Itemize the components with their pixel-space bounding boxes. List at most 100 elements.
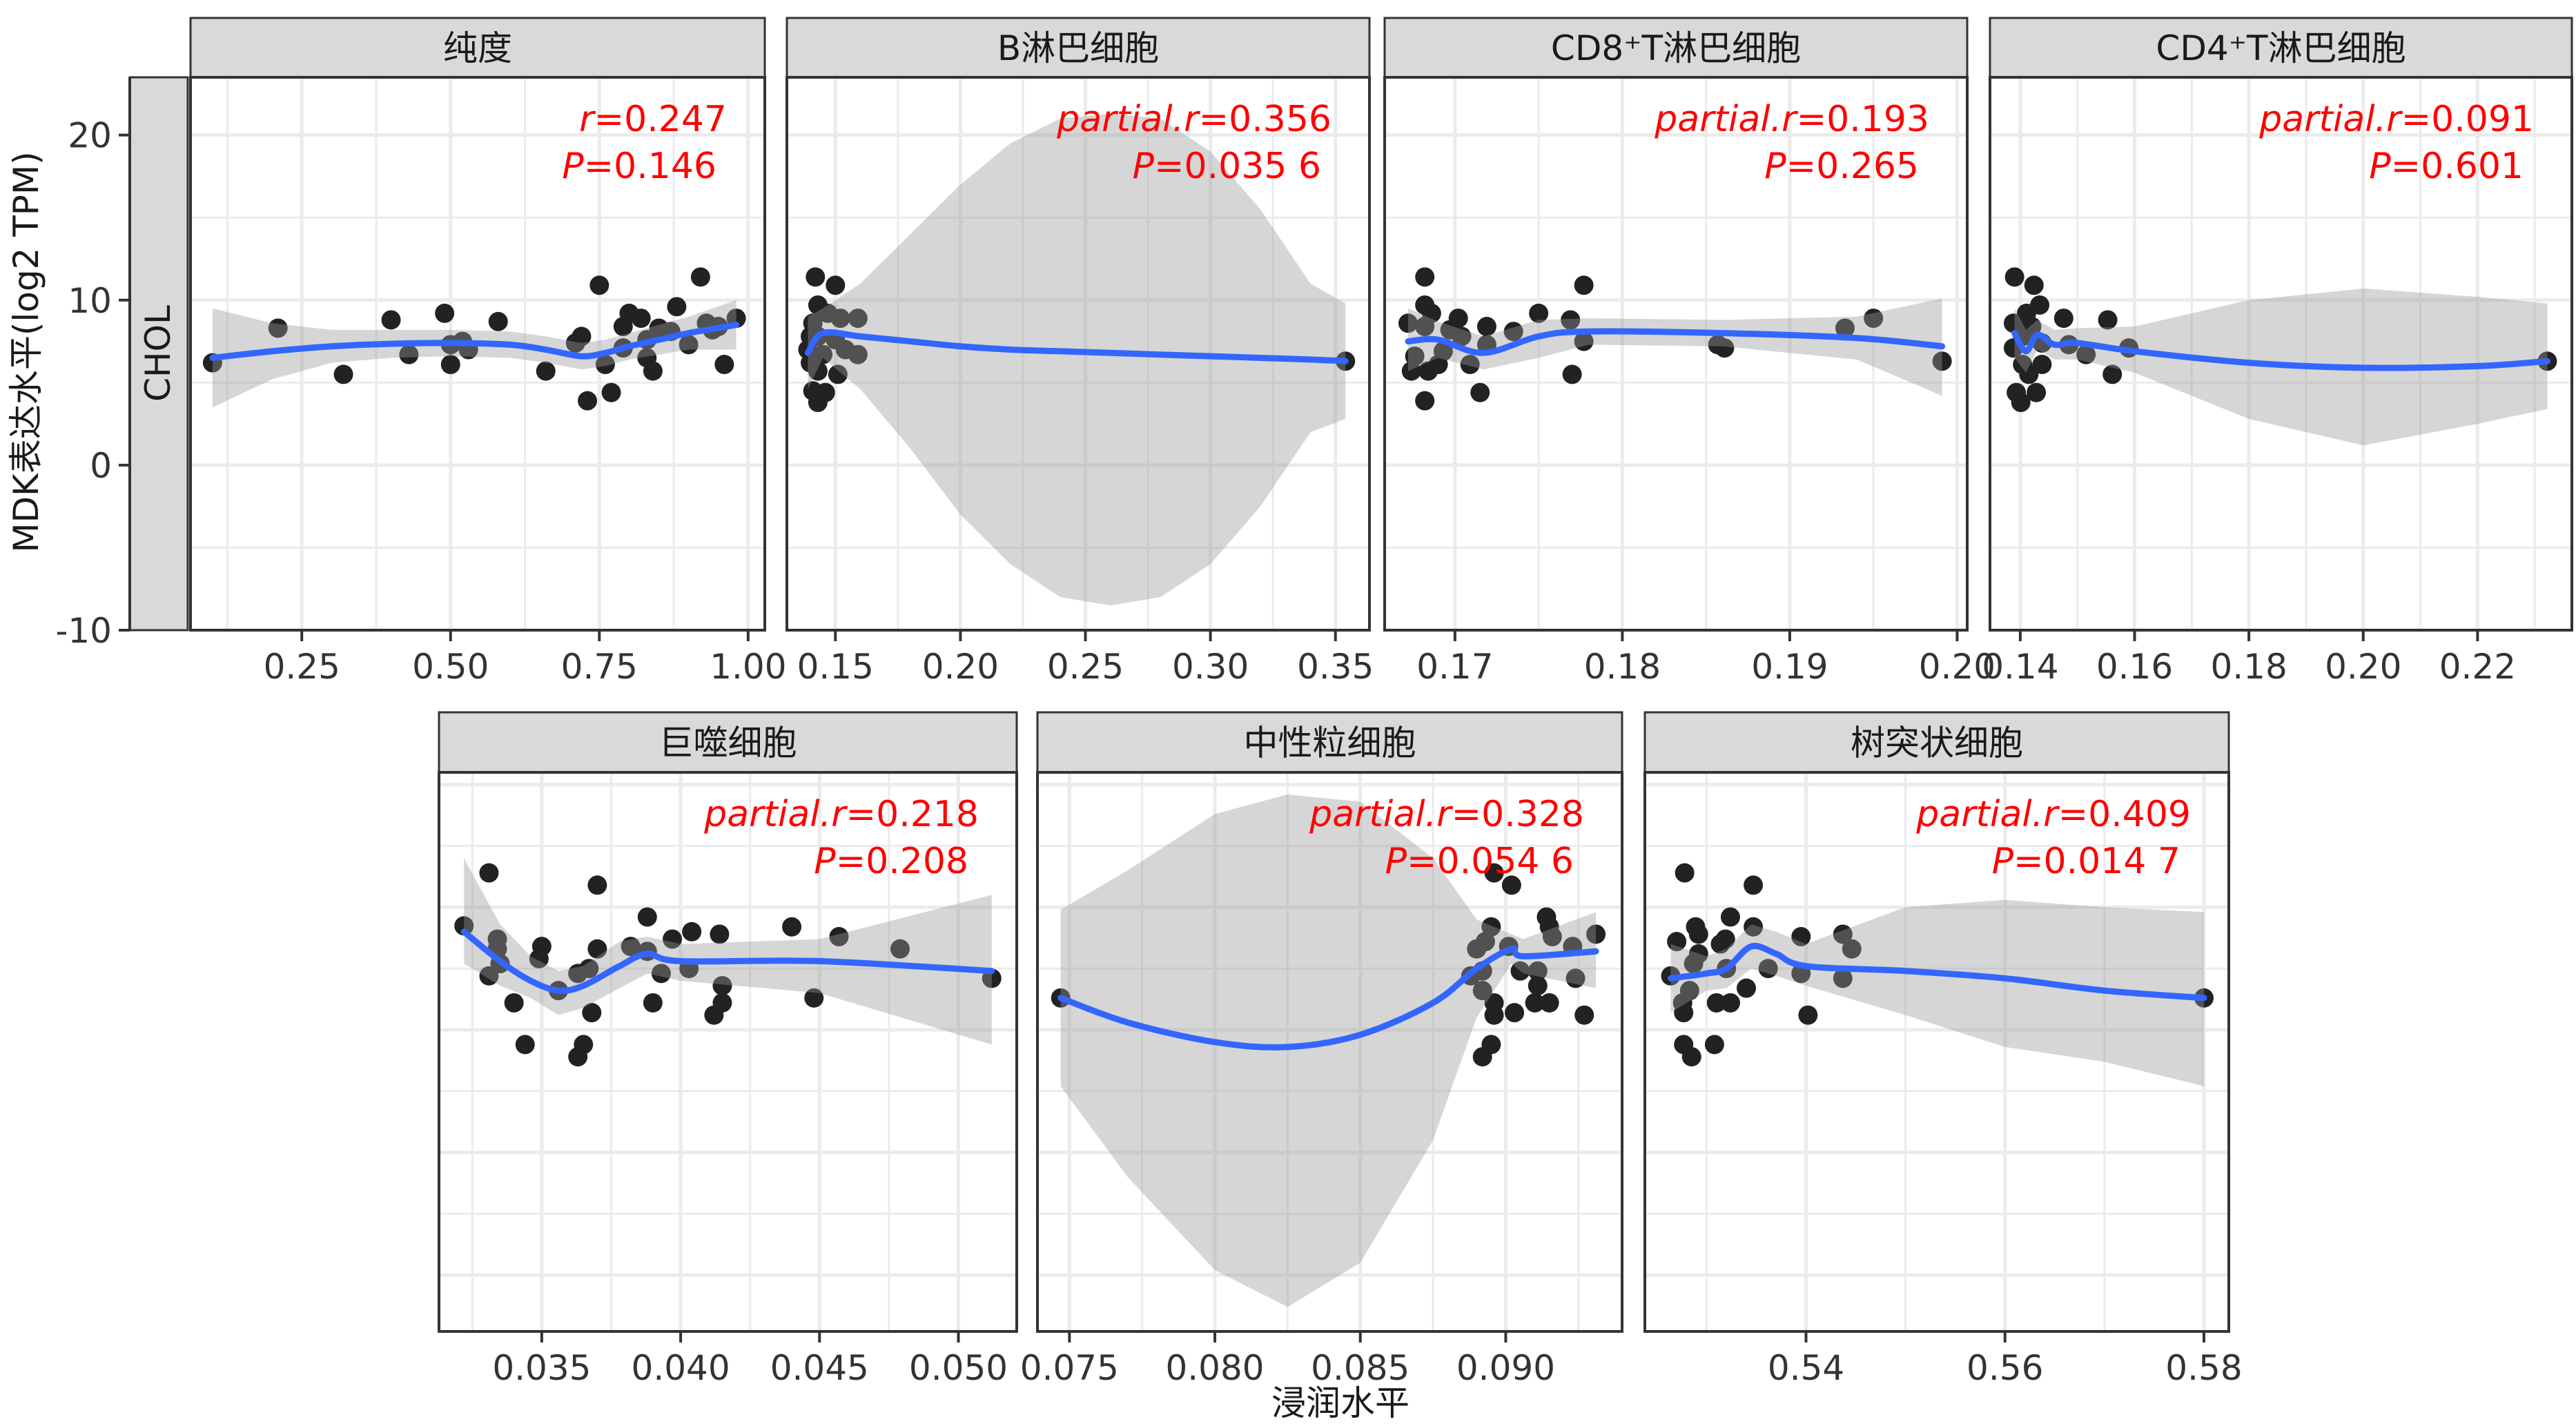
data-point	[268, 318, 288, 338]
p-value: =0.035 6	[1154, 146, 1321, 187]
data-point	[574, 1035, 594, 1055]
data-point	[536, 361, 556, 381]
plot-area	[439, 772, 1017, 1331]
data-point	[587, 939, 607, 959]
data-point	[667, 297, 687, 317]
r-value: =0.409	[2058, 794, 2191, 835]
x-tick-label: 0.19	[1751, 647, 1828, 687]
grid	[439, 772, 1017, 1331]
data-point	[1525, 993, 1545, 1013]
panel-border	[438, 771, 1018, 1333]
correlation-annotation: partial.r=0.193	[1654, 99, 1929, 140]
x-tick-label: 0.20	[2325, 647, 2401, 687]
r-label: partial.r	[1654, 99, 1799, 140]
r-label: partial.r	[1915, 794, 2060, 835]
panel-title: CD4⁺T淋巴细胞	[2156, 28, 2406, 68]
r-value: =0.193	[1797, 99, 1929, 140]
data-point	[848, 344, 868, 364]
data-point	[2011, 393, 2031, 413]
smooth-line	[460, 928, 995, 994]
data-point	[679, 335, 699, 355]
p-value-annotation: P=0.054 6	[1385, 841, 1574, 882]
panel-5: 中性粒细胞 partial.r=0.328 P=0.054 6 0.075 0.080 0…	[1020, 711, 1623, 1388]
x-tick-label: 0.14	[1982, 647, 2058, 687]
data-point	[1415, 391, 1435, 411]
data-point	[504, 993, 524, 1013]
x-tick-label: 1.00	[710, 647, 786, 687]
data-point	[1681, 1047, 1701, 1067]
data-point	[1574, 331, 1594, 351]
panel-strip: 中性粒细胞	[1036, 711, 1623, 774]
panel-title: 巨噬细胞	[659, 723, 797, 763]
confidence-ribbon	[464, 858, 992, 1045]
data-point	[1472, 981, 1492, 1001]
data-point	[1542, 927, 1562, 947]
row-strip-label: CHOL	[138, 305, 178, 402]
data-point	[830, 309, 850, 329]
data-point	[714, 355, 734, 375]
data-point	[1667, 932, 1687, 952]
data-point	[1758, 959, 1778, 979]
confidence-ribbon	[1407, 298, 1942, 396]
p-value-annotation: P=0.014 7	[1992, 841, 2180, 882]
panel-strip: CD8⁺T淋巴细胞	[1383, 17, 1969, 79]
data-point	[782, 917, 802, 937]
data-point	[1501, 875, 1521, 895]
data-point	[582, 1003, 602, 1023]
data-point	[595, 355, 615, 375]
smooth-line	[209, 322, 740, 361]
x-tick-label: 0.30	[1172, 647, 1249, 687]
smooth-line	[804, 329, 1349, 364]
data-point	[333, 364, 353, 384]
x-tick-label: 0.045	[770, 1348, 869, 1388]
panel-border	[1036, 771, 1623, 1333]
data-point	[1744, 875, 1764, 895]
data-point	[1470, 382, 1490, 402]
data-point	[1460, 355, 1480, 375]
data-point	[1433, 341, 1453, 361]
data-point	[2102, 364, 2123, 384]
y-axis: -10 0 10 20	[55, 77, 131, 651]
data-point	[710, 924, 730, 944]
r-value: =0.328	[1452, 794, 1584, 835]
data-point	[601, 382, 621, 402]
correlation-annotation: partial.r=0.409	[1915, 794, 2191, 835]
panel-border	[189, 76, 766, 632]
p-value-annotation: P=0.035 6	[1133, 146, 1321, 187]
x-tick-label: 0.50	[412, 647, 489, 687]
grid	[787, 77, 1369, 630]
data-point	[1503, 322, 1523, 342]
row-strip-chol: CHOL	[128, 76, 189, 632]
data-point	[1476, 317, 1496, 337]
x-tick-label: 0.18	[2210, 647, 2287, 687]
panel-strip: 巨噬细胞	[438, 711, 1018, 774]
panel-strip: CD4⁺T淋巴细胞	[1989, 17, 2573, 79]
x-tick-label: 0.080	[1165, 1348, 1264, 1388]
data-point	[682, 921, 702, 941]
p-value-annotation: P=0.208	[814, 841, 968, 882]
x-tick-label: 0.16	[2096, 647, 2173, 687]
data-point	[1674, 1003, 1694, 1023]
r-label: partial.r	[2258, 99, 2403, 140]
r-value: =0.247	[594, 99, 727, 140]
data-point	[1932, 351, 1952, 371]
data-point	[1833, 924, 1853, 944]
x-tick-label: 0.18	[1584, 647, 1661, 687]
data-point	[1675, 863, 1695, 883]
x-tick-label: 0.35	[1297, 647, 1374, 687]
r-value: =0.091	[2401, 99, 2534, 140]
data-point	[1505, 1003, 1525, 1023]
r-label: partial.r	[1309, 794, 1454, 835]
plot-area	[1645, 772, 2229, 1331]
data-point	[806, 267, 826, 287]
r-value: =0.356	[1199, 99, 1331, 140]
data-point	[2098, 310, 2118, 330]
plot-area	[191, 77, 765, 630]
smooth-line	[2011, 330, 2550, 371]
p-value: =0.601	[2391, 146, 2524, 187]
data-point	[2024, 275, 2044, 295]
data-point	[808, 393, 828, 413]
panel-border	[1643, 771, 2230, 1333]
data-point	[1565, 968, 1585, 988]
